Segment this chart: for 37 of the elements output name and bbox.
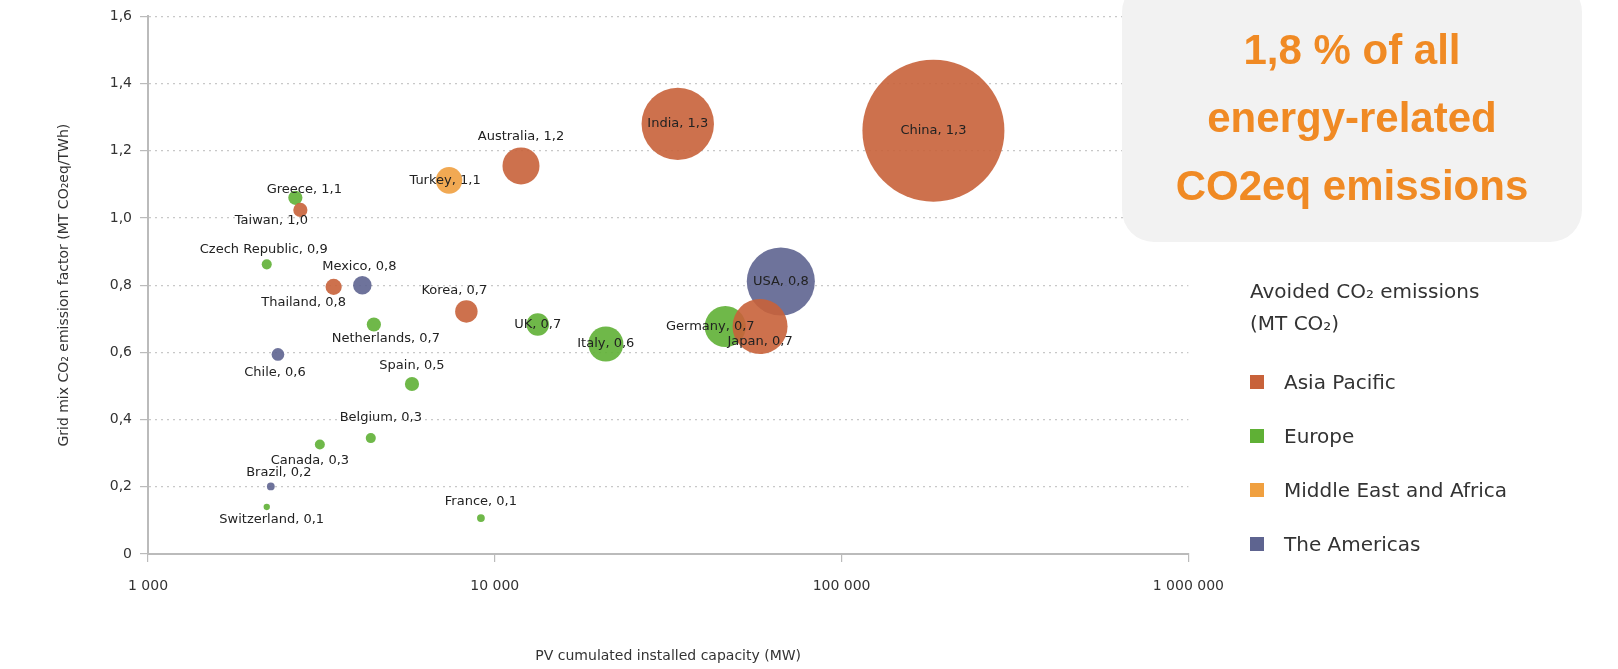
y-tick-label: 0,8 <box>109 275 132 292</box>
data-label: Korea, 0,7 <box>421 281 488 297</box>
y-tick-label: 1,6 <box>109 7 133 24</box>
data-label: Netherlands, 0,7 <box>331 329 440 345</box>
data-label: Thailand, 0,8 <box>260 294 347 310</box>
x-tick-label: 10 000 <box>470 577 520 594</box>
data-label: USA, 0,8 <box>752 272 809 288</box>
data-label: Taiwan, 1,0 <box>233 212 308 228</box>
x-tick-label: 100 000 <box>812 577 871 594</box>
data-label: Greece, 1,1 <box>266 181 342 197</box>
legend-label: The Americas <box>1284 532 1421 556</box>
data-label: Spain, 0,5 <box>379 357 445 373</box>
x-tick-label: 1 000 000 <box>1152 577 1225 594</box>
y-tick-label: 0 <box>123 544 132 561</box>
y-tick-label: 1,2 <box>109 141 132 158</box>
y-tick-label: 1,4 <box>109 74 133 91</box>
y-tick-label: 1,0 <box>109 208 132 225</box>
data-label: France, 0,1 <box>444 493 517 509</box>
legend-title: Avoided CO₂ emissions (MT CO₂) <box>1250 278 1481 337</box>
data-label: Belgium, 0,3 <box>339 409 422 425</box>
data-label: Chile, 0,6 <box>244 363 306 379</box>
legend-label: Europe <box>1284 424 1355 448</box>
data-label: Australia, 1,2 <box>477 128 565 144</box>
legend-label: Middle East and Africa <box>1284 478 1507 502</box>
annotation: 1,8 % of all energy-related CO2eq emissions <box>1174 25 1530 211</box>
data-label: China, 1,3 <box>900 122 967 138</box>
data-label: Czech Republic, 0,9 <box>199 240 328 256</box>
data-label: Mexico, 0,8 <box>322 257 397 273</box>
y-tick-label: 0,6 <box>109 343 133 360</box>
data-label: Switzerland, 0,1 <box>219 511 325 527</box>
legend-label: Asia Pacific <box>1284 370 1396 394</box>
y-tick-label: 0,2 <box>109 477 132 494</box>
data-label: India, 1,3 <box>647 115 709 131</box>
x-tick-label: 1 000 <box>127 577 169 594</box>
y-tick-label: 0,4 <box>109 410 133 427</box>
x-axis-title: PV cumulated installed capacity (MW) <box>535 647 802 664</box>
y-axis-title: Grid mix CO₂ emission factor (MT CO₂eq/TWh) <box>55 123 72 447</box>
